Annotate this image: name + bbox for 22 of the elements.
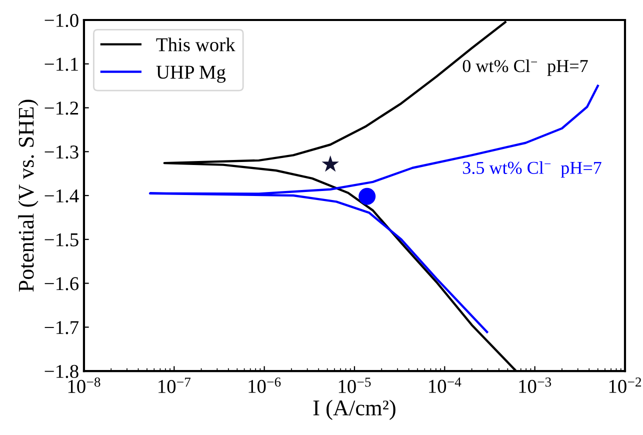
- y-tick-label: −1.5: [44, 233, 78, 246]
- y-axis-title: Potential (V vs. SHE): [18, 100, 38, 292]
- y-tick-label: −1.3: [44, 146, 78, 159]
- y-tick-label: −1.6: [44, 277, 79, 290]
- y-tick-label: −1.1: [44, 58, 78, 71]
- y-tick-label: −1.8: [44, 364, 78, 378]
- x-tick-label: 10$^{−3}$: [519, 378, 552, 393]
- annotation: 0 wt% Cl$^{−}$ pH=7: [462, 59, 588, 76]
- x-tick-label: 10$^{−7}$: [158, 378, 191, 394]
- x-tick-label: 10$^{−8}$: [68, 378, 100, 394]
- y-tick-label: −1.4: [44, 189, 79, 203]
- x-axis-title: I (A/cm²): [313, 400, 396, 420]
- legend-label: This work: [156, 38, 236, 52]
- x-tick-label: 10$^{−5}$: [338, 378, 371, 394]
- y-tick-label: −1.2: [44, 102, 78, 115]
- legend-label: UHP Mg: [156, 66, 226, 83]
- y-tick-label: −1.0: [44, 14, 78, 28]
- y-tick-label: −1.7: [44, 321, 79, 334]
- x-tick-label: 10$^{−4}$: [429, 378, 462, 393]
- x-tick-label: 10$^{−2}$: [609, 378, 642, 393]
- x-tick-label: 10$^{−6}$: [248, 378, 281, 393]
- annotation: 3.5 wt% Cl$^{−}$ pH=7: [463, 161, 602, 178]
